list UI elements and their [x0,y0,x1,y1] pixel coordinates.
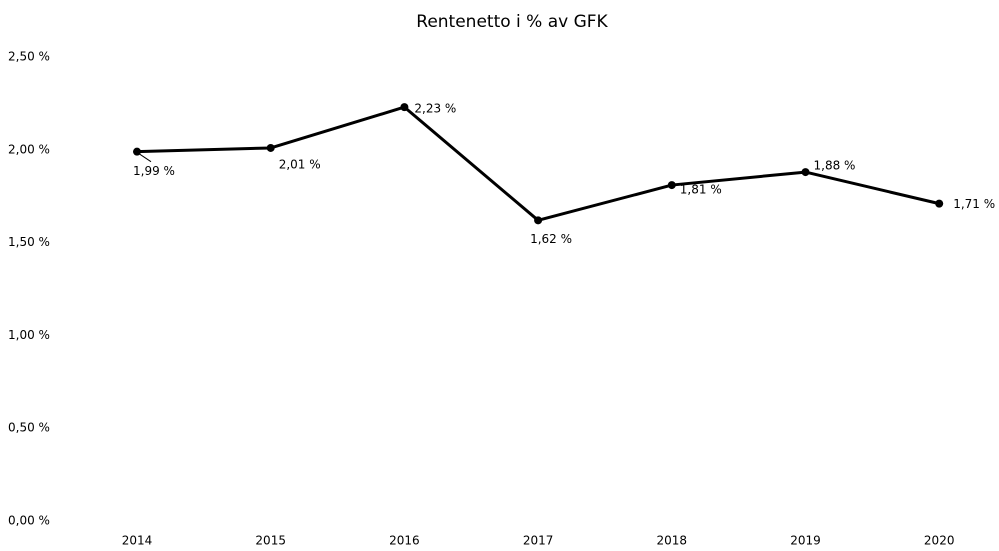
y-tick-label: 2,00 % [8,142,50,156]
data-label: 1,88 % [814,159,856,173]
x-tick-label: 2016 [389,534,420,548]
data-point [400,103,409,112]
y-tick-label: 1,00 % [8,328,50,342]
data-label: 1,71 % [953,197,995,211]
y-tick-label: 2,50 % [8,50,50,64]
data-label: 1,81 % [680,183,722,197]
leader-line [138,153,152,163]
data-point [534,216,543,225]
y-tick-label: 0,50 % [8,421,50,435]
data-label: 1,62 % [530,232,572,246]
data-label: 1,99 % [133,164,175,178]
x-tick-label: 2020 [924,534,955,548]
x-tick-label: 2015 [255,534,286,548]
x-tick-label: 2017 [523,534,554,548]
y-tick-label: 0,00 % [8,514,50,528]
data-point [801,168,810,177]
x-tick-label: 2018 [657,534,688,548]
data-label: 2,01 % [279,157,321,171]
data-point [935,199,944,208]
data-label: 2,23 % [414,102,456,116]
data-point [266,143,275,152]
chart-title: Rentenetto i % av GFK [416,12,608,32]
data-point [667,181,676,190]
y-tick-label: 1,50 % [8,235,50,249]
x-tick-label: 2019 [790,534,821,548]
x-tick-label: 2014 [122,534,153,548]
